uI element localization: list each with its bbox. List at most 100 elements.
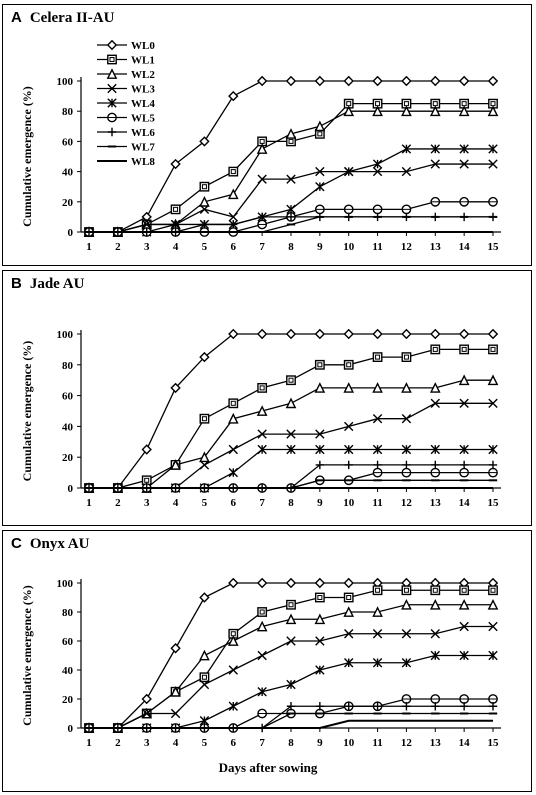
y-tick-label: 60 [62, 391, 74, 403]
data-point [343, 592, 354, 603]
y-tick-label: 40 [62, 167, 74, 179]
legend-label: WL4 [131, 98, 155, 110]
x-tick-label: 3 [144, 241, 150, 253]
data-point [459, 444, 469, 455]
x-tick-label: 5 [202, 241, 208, 253]
data-point [170, 382, 181, 394]
data-point [257, 687, 267, 697]
legend-marker [106, 68, 118, 79]
data-point [344, 166, 354, 177]
series-line [89, 348, 493, 489]
x-tick-label: 7 [259, 241, 265, 253]
data-point [401, 328, 412, 340]
data-point [488, 460, 498, 470]
data-point [373, 460, 382, 470]
data-point [228, 444, 238, 455]
data-point-box [199, 413, 210, 424]
data-point [228, 328, 239, 340]
data-point-box [488, 344, 498, 355]
data-point [170, 459, 181, 470]
data-point-inner [173, 206, 179, 212]
data-point [285, 128, 297, 139]
data-point-box [228, 398, 239, 409]
x-tick-label: 11 [372, 737, 382, 749]
data-point [257, 212, 267, 222]
data-point [459, 585, 470, 596]
data-point [343, 328, 354, 340]
legend-label: WL6 [131, 127, 155, 139]
data-point-box [314, 359, 325, 370]
data-point [343, 606, 355, 617]
legend-marker-inner [109, 57, 115, 62]
x-tick-label: 13 [430, 737, 442, 749]
data-point [372, 606, 383, 617]
data-point-box [401, 585, 412, 596]
series-wl8 [89, 719, 493, 729]
y-tick-label: 80 [62, 607, 74, 619]
data-point-box [430, 344, 441, 355]
data-point [372, 467, 383, 478]
data-point [459, 398, 469, 408]
data-point [285, 397, 297, 409]
data-point [229, 220, 238, 229]
y-tick-label: 0 [68, 483, 74, 495]
data-point [372, 204, 383, 215]
data-point [459, 196, 470, 207]
legend-marker [107, 112, 117, 123]
data-point-inner [259, 609, 265, 615]
legend: WL0 WL1 WL2 WL3 WL4 WL5 WL6 WL7 WL8 [97, 39, 155, 168]
data-point-box [459, 585, 470, 596]
panel-c-label: C Onyx AU [11, 535, 89, 553]
data-point [401, 144, 412, 154]
data-point [401, 585, 412, 596]
data-point [401, 75, 412, 87]
legend-marker [107, 54, 117, 65]
data-point-inner [288, 377, 294, 383]
data-point [343, 577, 354, 589]
data-point [372, 414, 383, 424]
x-tick-label: 10 [343, 241, 355, 253]
data-point [402, 702, 411, 711]
data-point [488, 196, 498, 207]
data-point [256, 577, 268, 589]
data-point-inner [432, 346, 438, 352]
x-tick-label: 1 [86, 497, 92, 509]
x-tick-label: 6 [231, 241, 237, 253]
data-point [401, 444, 412, 455]
data-point [487, 598, 499, 610]
data-point-box [430, 585, 441, 596]
data-point [430, 444, 440, 455]
data-point [488, 159, 498, 169]
panel-a-label: A Celera II-AU [11, 9, 114, 27]
data-point [141, 693, 152, 705]
data-point [286, 429, 296, 439]
data-point [285, 577, 297, 589]
legend-marker [107, 83, 117, 94]
data-point [372, 75, 383, 87]
data-point [401, 658, 412, 668]
y-axis-label: Cumulative emergence (%) [20, 585, 34, 726]
data-point [372, 166, 383, 177]
data-point [199, 351, 210, 363]
x-tick-label: 11 [372, 497, 382, 509]
data-point [314, 328, 326, 340]
panel-letter: A [11, 9, 22, 26]
data-point [372, 352, 383, 363]
data-point [458, 328, 470, 340]
data-point [286, 375, 296, 386]
data-point [430, 144, 440, 154]
data-point-inner [201, 674, 207, 680]
data-point [257, 708, 268, 719]
data-point-inner [317, 595, 323, 600]
data-point [488, 344, 498, 355]
data-point [459, 467, 470, 478]
data-point [372, 658, 383, 668]
data-point [314, 613, 326, 625]
data-point [199, 460, 210, 470]
data-point [344, 460, 353, 470]
data-point [257, 444, 267, 455]
data-point [228, 212, 238, 222]
data-point [430, 344, 441, 355]
